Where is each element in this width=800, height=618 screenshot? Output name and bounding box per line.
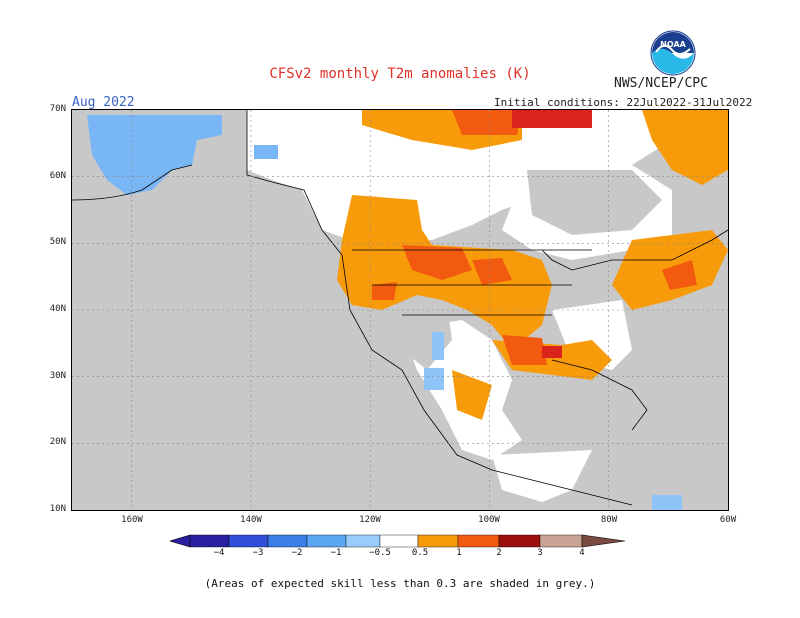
colorbar-bin <box>306 534 347 548</box>
colorbar-label: 3 <box>537 548 543 558</box>
lat-label-30n: 30N <box>49 371 66 381</box>
lat-label-40n: 40N <box>49 304 66 314</box>
colorbar-label: −1 <box>330 548 342 558</box>
lon-label-120w: 120W <box>359 515 381 525</box>
forecast-month: Aug 2022 <box>72 95 135 110</box>
colorbar-label: 0.5 <box>411 548 429 558</box>
colorbar-bin <box>498 534 541 548</box>
coastlines <box>72 110 728 506</box>
skill-footnote: (Areas of expected skill less than 0.3 a… <box>204 577 596 590</box>
colorbar-bin <box>267 534 308 548</box>
colorbar-bin <box>228 534 269 548</box>
anomaly-map <box>71 109 729 511</box>
lat-label-20n: 20N <box>49 437 66 447</box>
very-strong-warm-anomaly <box>512 110 592 358</box>
lon-label-60w: 60W <box>719 515 737 525</box>
lat-label-50n: 50N <box>49 237 66 247</box>
cool-anomaly-southwest <box>424 332 682 510</box>
initial-conditions: Initial conditions: 22Jul2022-31Jul2022 <box>494 96 753 109</box>
colorbar-label: 4 <box>579 548 585 558</box>
colorbar-label: 1 <box>456 548 462 558</box>
noaa-logo-text: NOAA <box>660 40 686 49</box>
strong-warm-anomaly <box>372 110 697 365</box>
colorbar-bin <box>539 534 583 548</box>
colorbar-bin <box>345 534 381 548</box>
colorbar-label: −3 <box>252 548 264 558</box>
colorbar <box>170 534 626 548</box>
lat-label-10n: 10N <box>49 504 66 514</box>
lon-label-140w: 140W <box>240 515 262 525</box>
colorbar-bin <box>417 534 459 548</box>
noaa-logo-icon: NOAA <box>650 30 696 76</box>
colorbar-label: −2 <box>291 548 303 558</box>
colorbar-bin <box>457 534 500 548</box>
graticule <box>72 110 728 510</box>
cool-anomaly-alaska <box>87 115 278 195</box>
agency-label: NWS/NCEP/CPC <box>614 76 708 91</box>
colorbar-label: −4 <box>213 548 225 558</box>
lon-label-100w: 100W <box>478 515 500 525</box>
chart-title: CFSv2 monthly T2m anomalies (K) <box>269 66 531 82</box>
colorbar-bin <box>189 534 230 548</box>
colorbar-label: 2 <box>496 548 502 558</box>
colorbar-arrow-cold <box>170 534 191 548</box>
colorbar-bin <box>379 534 419 548</box>
lon-label-80w: 80W <box>600 515 618 525</box>
lat-label-60n: 60N <box>49 171 66 181</box>
lat-label-70n: 70N <box>49 104 66 114</box>
lon-label-160w: 160W <box>121 515 143 525</box>
colorbar-arrow-warm <box>581 534 626 548</box>
colorbar-label: −0.5 <box>369 548 391 558</box>
